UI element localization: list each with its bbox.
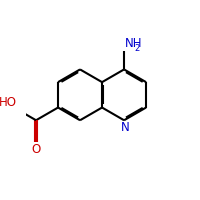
Text: HO: HO bbox=[0, 96, 17, 109]
Text: N: N bbox=[120, 121, 129, 134]
Text: NH: NH bbox=[125, 37, 142, 50]
Text: O: O bbox=[31, 143, 41, 156]
Text: 2: 2 bbox=[135, 44, 140, 53]
